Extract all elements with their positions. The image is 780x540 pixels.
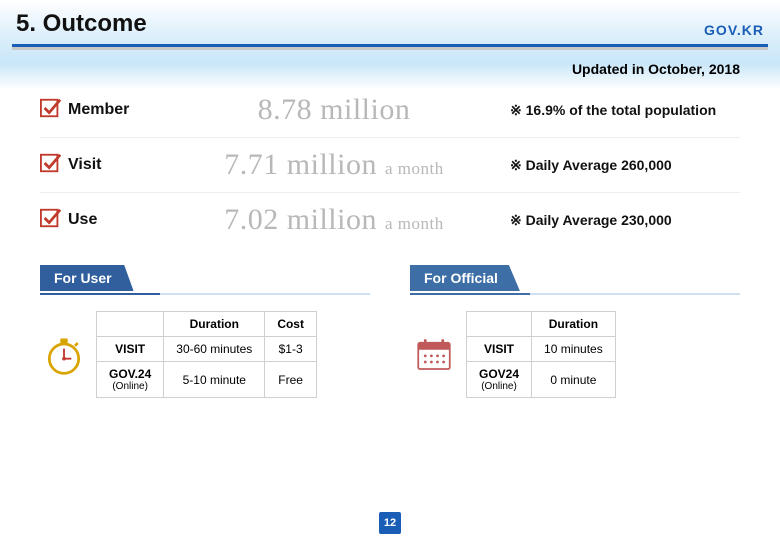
table-header-row: Duration Cost: [97, 312, 317, 337]
section-official: For Official Duration: [410, 265, 740, 398]
page-title: 5. Outcome: [16, 10, 147, 38]
row-head-sub: (Online): [479, 381, 519, 392]
stat-value-main: 7.71 million: [224, 148, 377, 181]
stats-block: Member 8.78 million ※ 16.9% of the total…: [0, 83, 780, 247]
cell-cost: $1-3: [265, 337, 317, 362]
cell-duration: 0 minute: [532, 362, 616, 398]
header: 5. Outcome GOV.KR: [0, 0, 780, 42]
table-row: GOV.24 (Online) 5-10 minute Free: [97, 362, 317, 398]
section-underline: [410, 293, 740, 295]
section-tab: For User: [40, 265, 134, 291]
table-header-row: Duration: [467, 312, 616, 337]
stat-label: Member: [68, 101, 158, 119]
row-head-sub: (Online): [109, 381, 151, 392]
stopwatch-icon: [40, 331, 88, 379]
stat-value-suffix: a month: [385, 159, 444, 178]
row-head-main: VISIT: [484, 342, 514, 356]
section-body: Duration Cost VISIT 30-60 minutes $1-3 G…: [40, 311, 370, 398]
col-duration: Duration: [164, 312, 265, 337]
col-blank: [467, 312, 532, 337]
comparison-sections: For User Duration Cost: [0, 247, 780, 398]
stat-row-use: Use 7.02 million a month ※ Daily Average…: [40, 193, 740, 247]
table-row: VISIT 10 minutes: [467, 337, 616, 362]
cell-duration: 5-10 minute: [164, 362, 265, 398]
brand-label: GOV.KR: [704, 22, 764, 38]
section-header: For User: [40, 265, 370, 295]
table-row: GOV24 (Online) 0 minute: [467, 362, 616, 398]
row-head: GOV24 (Online): [467, 362, 532, 398]
row-head: GOV.24 (Online): [97, 362, 164, 398]
section-underline: [40, 293, 370, 295]
cell-duration: 10 minutes: [532, 337, 616, 362]
row-head: VISIT: [467, 337, 532, 362]
check-icon: [40, 207, 68, 234]
stat-note: ※ Daily Average 230,000: [510, 212, 740, 229]
updated-text: Updated in October, 2018: [0, 47, 780, 83]
col-duration: Duration: [532, 312, 616, 337]
stat-label: Visit: [68, 156, 158, 174]
cell-cost: Free: [265, 362, 317, 398]
stat-value-main: 8.78 million: [258, 93, 411, 126]
stat-value: 7.71 million a month: [158, 148, 510, 182]
row-head: VISIT: [97, 337, 164, 362]
stat-value-main: 7.02 million: [224, 203, 377, 236]
row-head-main: GOV.24: [109, 367, 151, 381]
official-table: Duration VISIT 10 minutes GOV24 (Online)…: [466, 311, 616, 398]
stat-value-suffix: a month: [385, 214, 444, 233]
col-blank: [97, 312, 164, 337]
page-number-badge: 12: [379, 512, 401, 534]
stat-row-visit: Visit 7.71 million a month ※ Daily Avera…: [40, 138, 740, 193]
stat-value: 8.78 million: [158, 93, 510, 127]
check-icon: [40, 152, 68, 179]
stat-value: 7.02 million a month: [158, 203, 510, 237]
table-row: VISIT 30-60 minutes $1-3: [97, 337, 317, 362]
row-head-main: VISIT: [115, 342, 145, 356]
cell-duration: 30-60 minutes: [164, 337, 265, 362]
stat-label: Use: [68, 211, 158, 229]
calendar-icon: [410, 331, 458, 379]
stat-note: ※ Daily Average 260,000: [510, 157, 740, 174]
col-cost: Cost: [265, 312, 317, 337]
section-tab: For Official: [410, 265, 520, 291]
check-icon: [40, 97, 68, 124]
section-header: For Official: [410, 265, 740, 295]
section-body: Duration VISIT 10 minutes GOV24 (Online)…: [410, 311, 740, 398]
stat-row-member: Member 8.78 million ※ 16.9% of the total…: [40, 83, 740, 138]
stat-note: ※ 16.9% of the total population: [510, 102, 740, 119]
row-head-main: GOV24: [479, 367, 519, 381]
user-table: Duration Cost VISIT 30-60 minutes $1-3 G…: [96, 311, 317, 398]
section-user: For User Duration Cost: [40, 265, 370, 398]
